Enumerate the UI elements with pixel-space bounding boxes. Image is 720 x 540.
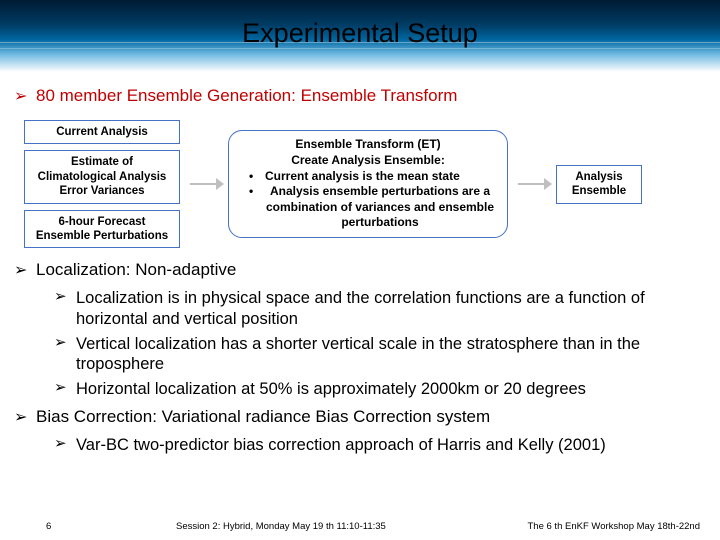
arrow-left (190, 183, 218, 185)
bullet-localization: Localization: Non-adaptive (0, 254, 720, 286)
et-item-1: Current analysis is the mean state (255, 169, 495, 185)
bullet-ensemble-gen: 80 member Ensemble Generation: Ensemble … (0, 80, 720, 112)
slide-body: 80 member Ensemble Generation: Ensemble … (0, 72, 720, 458)
localization-sublist: Localization is in physical space and th… (0, 286, 720, 401)
slide-title: Experimental Setup (0, 18, 720, 49)
box-forecast-perturb: 6-hour Forecast Ensemble Perturbations (24, 210, 180, 249)
sub-loc-physical: Localization is in physical space and th… (40, 286, 720, 331)
et-title-1: Ensemble Transform (ET) (241, 137, 495, 153)
sub-loc-vertical: Vertical localization has a shorter vert… (40, 332, 720, 377)
session-info: Session 2: Hybrid, Monday May 19 th 11:1… (176, 521, 500, 532)
et-item-2: Analysis ensemble perturbations are a co… (255, 184, 495, 231)
box-error-variances: Estimate of Climatological Analysis Erro… (24, 150, 180, 203)
arrow-right (518, 183, 546, 185)
box-analysis-ensemble: Analysis Ensemble (556, 165, 642, 204)
bias-sublist: Var-BC two-predictor bias correction app… (0, 433, 720, 458)
sub-varbc: Var-BC two-predictor bias correction app… (40, 433, 720, 458)
slide-header: Experimental Setup (0, 0, 720, 72)
box-current-analysis: Current Analysis (24, 120, 180, 144)
workshop-info: The 6 th EnKF Workshop May 18th-22nd (500, 521, 700, 532)
et-title-2: Create Analysis Ensemble: (241, 153, 495, 169)
flow-diagram: Current Analysis Estimate of Climatologi… (0, 112, 720, 254)
page-number: 6 (46, 521, 176, 532)
slide-footer: 6 Session 2: Hybrid, Monday May 19 th 11… (0, 521, 720, 532)
bullet-bias: Bias Correction: Variational radiance Bi… (0, 401, 720, 433)
sub-loc-horizontal: Horizontal localization at 50% is approx… (40, 377, 720, 402)
flow-left-col: Current Analysis Estimate of Climatologi… (24, 120, 180, 248)
box-ensemble-transform: Ensemble Transform (ET) Create Analysis … (228, 130, 508, 238)
